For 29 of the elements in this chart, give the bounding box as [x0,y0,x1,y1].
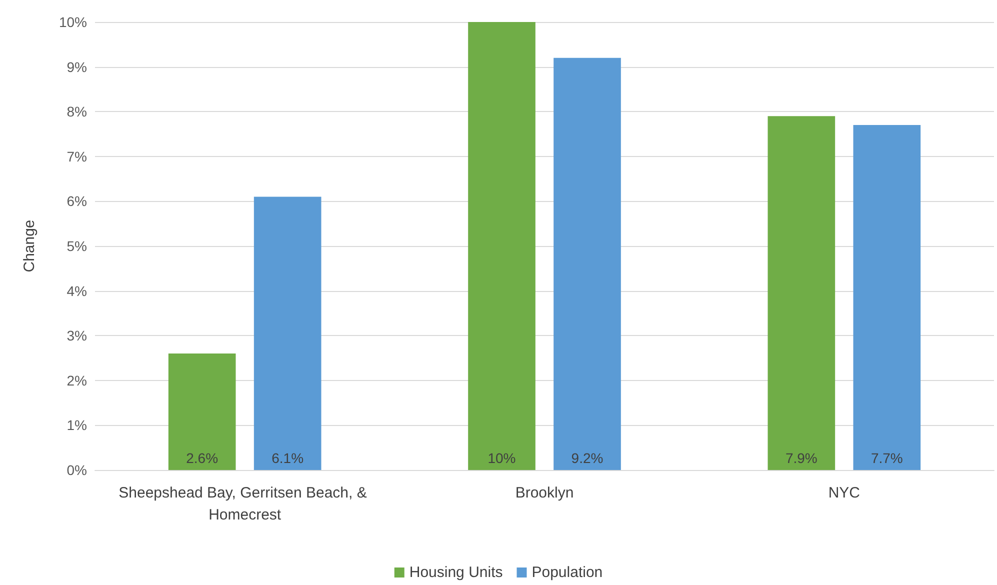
legend-label: Population [532,564,603,581]
bar [468,22,536,470]
y-axis-title: Change [21,220,38,272]
y-tick-label: 3% [66,328,87,344]
data-label: 7.9% [785,450,818,466]
y-tick-label: 0% [66,462,87,478]
bar [254,196,322,470]
data-label: 10% [488,450,516,466]
bar [554,58,621,470]
y-tick-label: 1% [66,417,87,434]
data-label: 2.6% [186,450,218,466]
y-tick-label: 6% [66,193,87,210]
bar [768,116,836,470]
y-tick-label: 5% [66,238,87,254]
bar [168,354,236,470]
data-label: 7.7% [870,450,903,466]
y-tick-label: 2% [66,372,87,388]
data-label: 9.2% [571,450,604,466]
y-tick-label: 10% [58,14,87,30]
legend-label: Housing Units [409,564,503,581]
y-tick-label: 8% [66,104,87,120]
data-label: 6.1% [272,450,304,466]
y-tick-label: 4% [66,282,87,299]
y-tick-label: 7% [66,148,87,164]
x-tick-label: Brooklyn [515,484,574,502]
x-tick-label: NYC [828,484,860,502]
bar [853,125,921,470]
y-tick-label: 9% [66,58,87,75]
x-tick-label: Sheepshead Bay, Gerritsen Beach, & Homecrest [118,484,372,524]
